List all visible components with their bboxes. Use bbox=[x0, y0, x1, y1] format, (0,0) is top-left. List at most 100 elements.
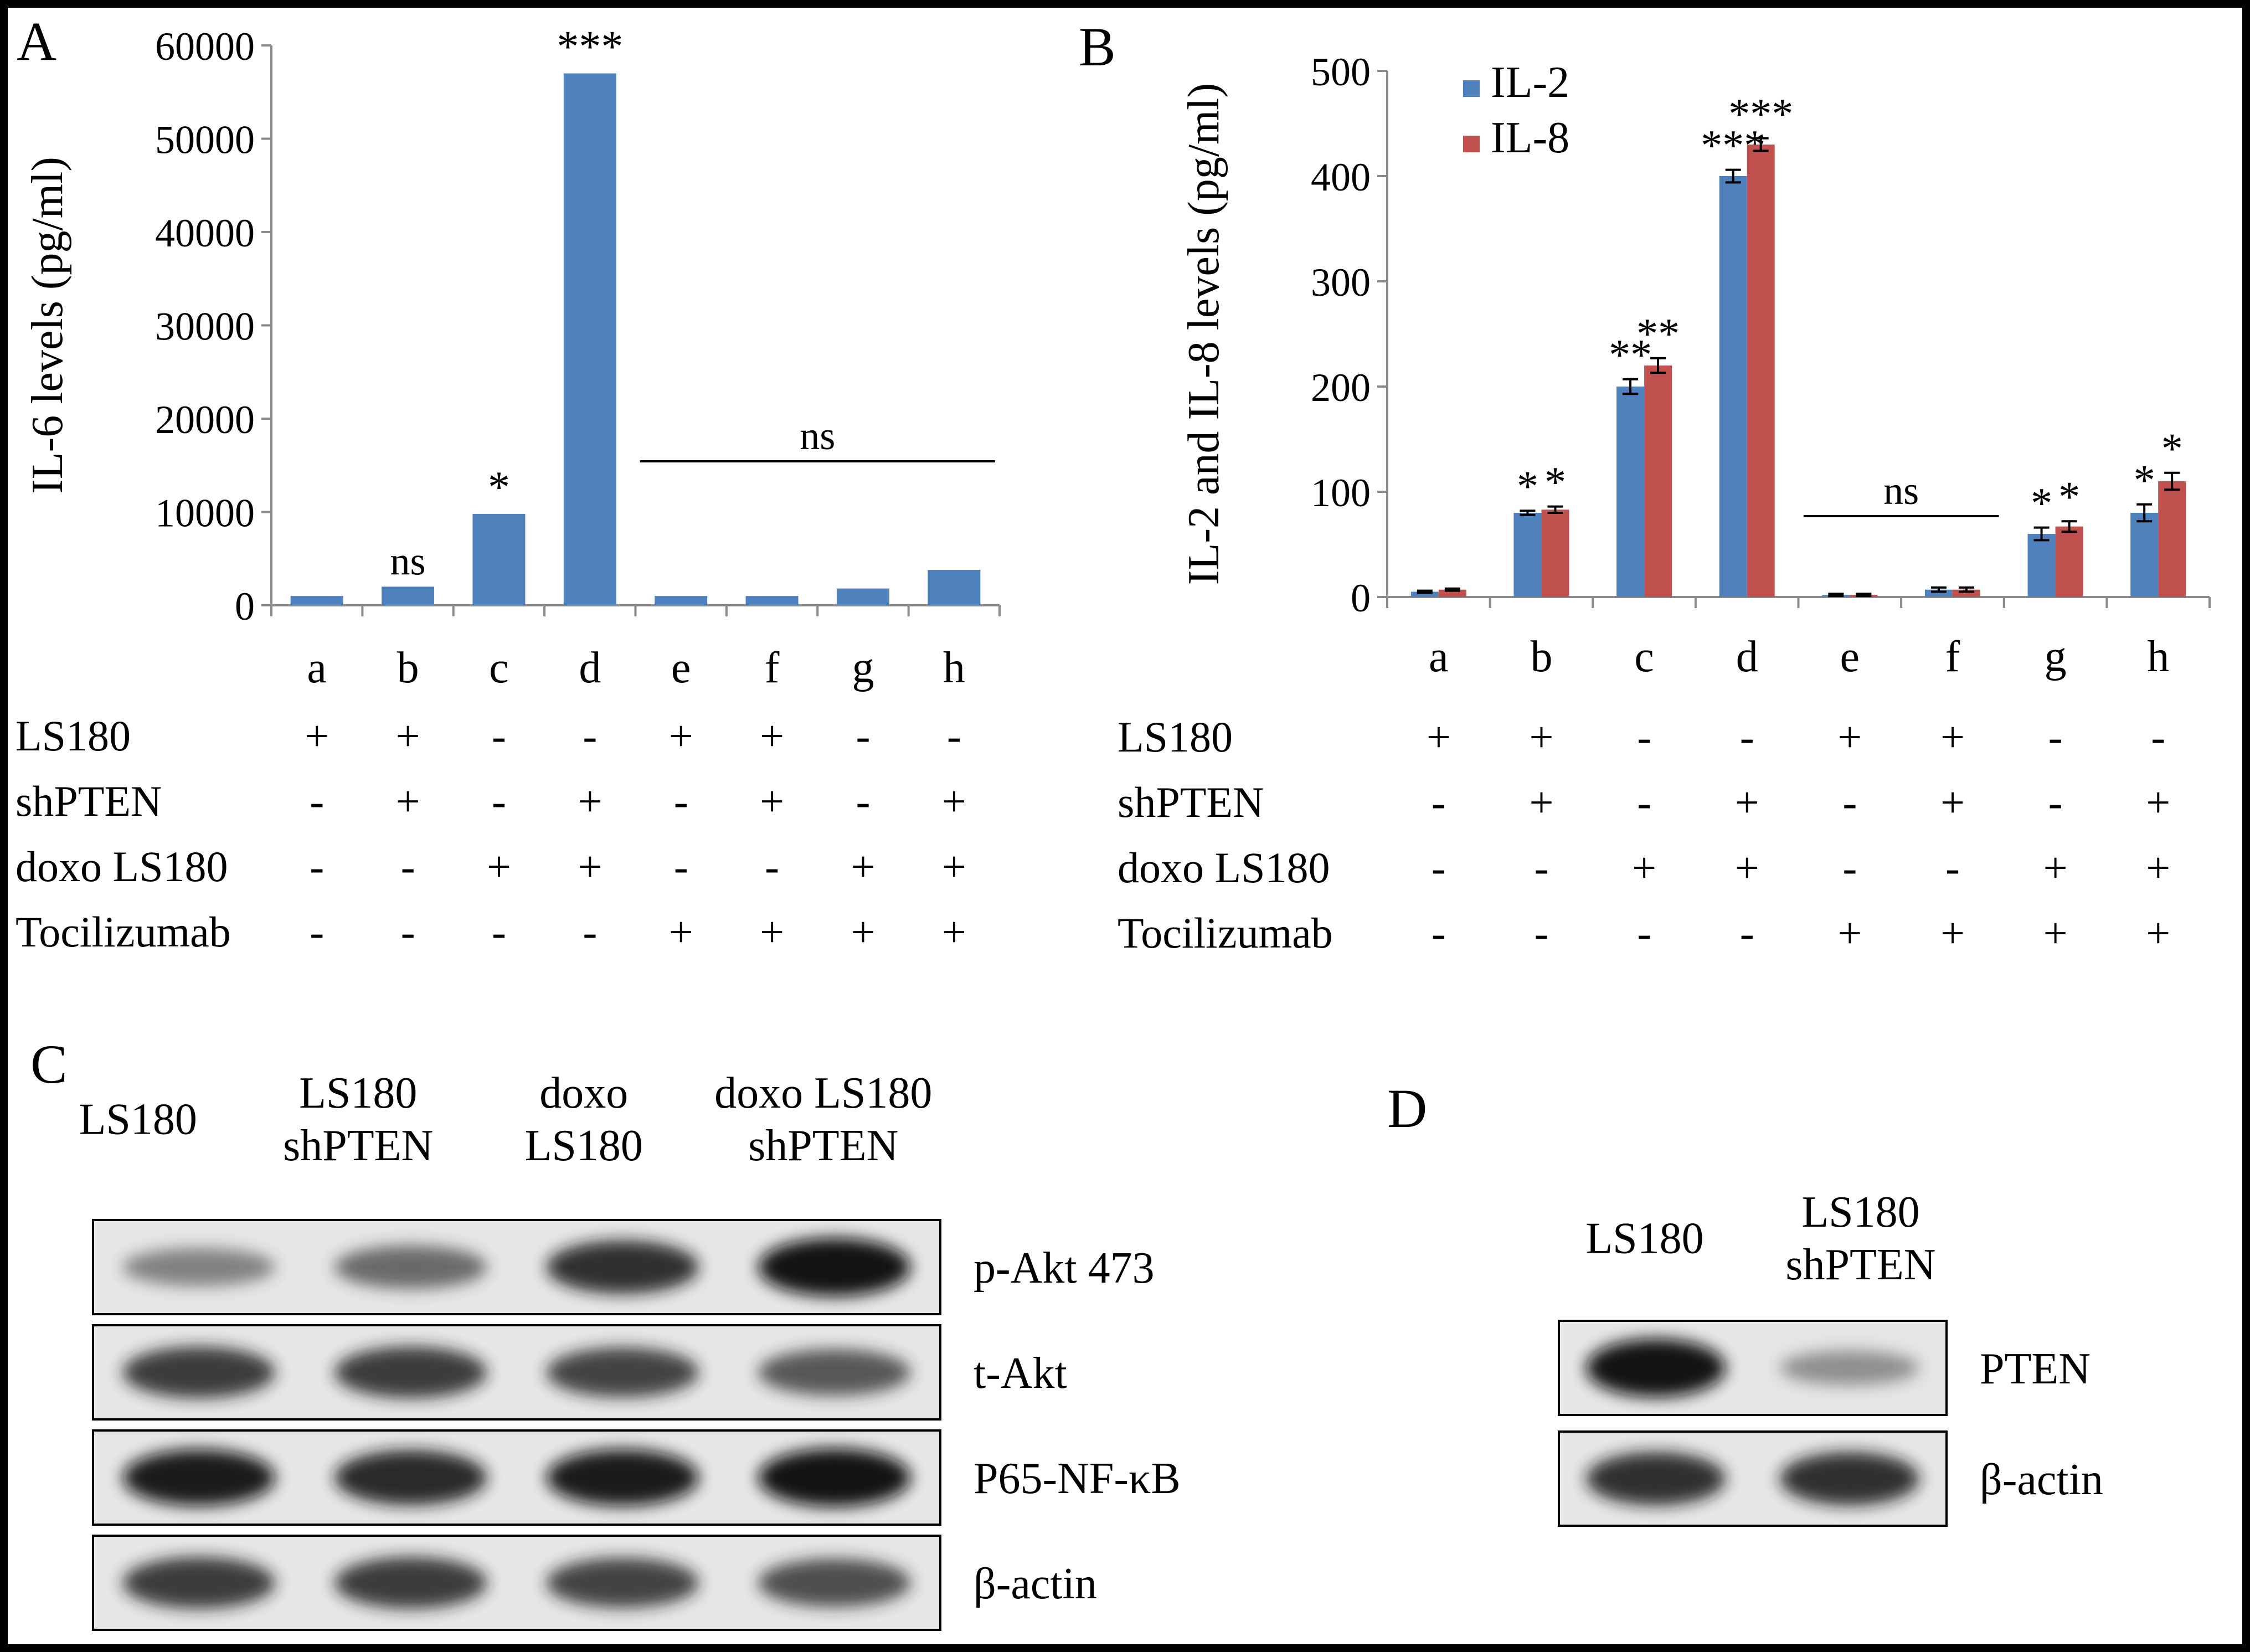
significance-label: *** bbox=[557, 23, 623, 71]
condition-sign: + bbox=[760, 712, 784, 760]
significance-label: * bbox=[1517, 462, 1538, 510]
condition-sign: - bbox=[310, 777, 324, 825]
condition-sign: + bbox=[578, 842, 602, 891]
blot-band bbox=[122, 1248, 275, 1286]
blot-row-label: P65-NF-κB bbox=[974, 1454, 1181, 1503]
condition-label: doxo LS180 bbox=[1118, 843, 1330, 892]
condition-sign: + bbox=[1735, 778, 1759, 826]
condition-sign: - bbox=[583, 712, 597, 760]
blot-row-label: PTEN bbox=[1980, 1345, 2091, 1393]
condition-sign: + bbox=[578, 777, 602, 825]
condition-sign: - bbox=[1842, 778, 1857, 826]
condition-sign: + bbox=[942, 908, 966, 956]
condition-sign: - bbox=[310, 842, 324, 891]
condition-sign: - bbox=[1637, 713, 1651, 761]
bar bbox=[1410, 591, 1439, 597]
significance-label: ** bbox=[1636, 310, 1680, 358]
blot-row-label: p-Akt 473 bbox=[974, 1244, 1155, 1293]
bar bbox=[2130, 513, 2159, 597]
bar bbox=[1719, 176, 1747, 597]
category-label: a bbox=[1429, 632, 1449, 681]
significance-label: * bbox=[2058, 472, 2080, 521]
condition-sign: - bbox=[1432, 778, 1446, 826]
condition-sign: - bbox=[2151, 713, 2165, 761]
y-tick-label: 100 bbox=[1311, 471, 1371, 515]
blot-row-label: β-actin bbox=[974, 1560, 1097, 1608]
condition-sign: + bbox=[2043, 843, 2068, 892]
blot-band bbox=[334, 1557, 487, 1609]
legend-label: IL-2 bbox=[1491, 58, 1569, 107]
y-tick-label: 30000 bbox=[155, 305, 255, 349]
condition-sign: + bbox=[669, 712, 693, 760]
condition-sign: + bbox=[760, 908, 784, 956]
blot-row-label: β-actin bbox=[1980, 1455, 2103, 1504]
significance-label: ns bbox=[390, 539, 426, 583]
condition-sign: + bbox=[396, 712, 420, 760]
category-label: c bbox=[489, 644, 509, 692]
blot-band bbox=[546, 1347, 699, 1398]
y-tick-label: 0 bbox=[235, 584, 255, 629]
condition-sign: - bbox=[1432, 909, 1446, 957]
y-tick-label: 50000 bbox=[155, 118, 255, 162]
condition-sign: - bbox=[674, 777, 688, 825]
bar bbox=[2158, 481, 2186, 597]
panel-letter: D bbox=[1387, 1078, 1427, 1139]
condition-sign: - bbox=[310, 908, 324, 956]
lane-label: shPTEN bbox=[1785, 1241, 1935, 1289]
condition-sign: - bbox=[1740, 909, 1754, 957]
y-tick-label: 20000 bbox=[155, 398, 255, 442]
panel-letter: C bbox=[30, 1033, 68, 1095]
condition-sign: - bbox=[1740, 713, 1754, 761]
condition-sign: - bbox=[674, 842, 688, 891]
lane-label: shPTEN bbox=[748, 1121, 898, 1170]
bar bbox=[745, 596, 799, 605]
significance-label: * bbox=[1544, 458, 1566, 506]
significance-label: *** bbox=[1728, 90, 1793, 138]
condition-sign: + bbox=[1940, 778, 1965, 826]
condition-sign: - bbox=[1842, 843, 1857, 892]
condition-sign: - bbox=[2048, 713, 2063, 761]
condition-sign: + bbox=[1940, 713, 1965, 761]
category-label: b bbox=[397, 644, 419, 692]
bar bbox=[1644, 366, 1672, 597]
bar bbox=[655, 596, 708, 605]
condition-sign: - bbox=[401, 842, 415, 891]
condition-sign: + bbox=[851, 842, 875, 891]
blot-band bbox=[334, 1346, 487, 1398]
condition-sign: + bbox=[396, 777, 420, 825]
bar bbox=[836, 588, 889, 605]
condition-sign: - bbox=[492, 908, 506, 956]
condition-sign: + bbox=[942, 777, 966, 825]
legend-label: IL-8 bbox=[1491, 114, 1569, 162]
condition-sign: - bbox=[947, 712, 961, 760]
condition-label: doxo LS180 bbox=[16, 842, 228, 891]
condition-sign: + bbox=[1837, 713, 1862, 761]
blot-band bbox=[334, 1450, 487, 1505]
bar bbox=[2027, 534, 2056, 597]
blot-band bbox=[758, 1558, 911, 1607]
bar bbox=[1541, 510, 1569, 597]
y-tick-label: 40000 bbox=[155, 211, 255, 255]
bar bbox=[382, 586, 435, 605]
category-label: g bbox=[852, 644, 874, 692]
bar bbox=[563, 73, 616, 606]
y-axis-title: IL-6 levels (pg/ml) bbox=[23, 157, 72, 494]
blot-band bbox=[546, 1449, 699, 1506]
condition-sign: - bbox=[492, 712, 506, 760]
bar bbox=[1747, 145, 1775, 597]
panel-letter: B bbox=[1079, 16, 1116, 78]
blot-band bbox=[122, 1557, 275, 1609]
category-label: f bbox=[1945, 632, 1960, 681]
y-tick-label: 200 bbox=[1311, 366, 1371, 410]
category-label: b bbox=[1530, 632, 1552, 681]
lane-label: doxo bbox=[539, 1069, 628, 1118]
lane-label: doxo LS180 bbox=[714, 1069, 932, 1118]
blot-band bbox=[1586, 1339, 1726, 1397]
condition-sign: - bbox=[1637, 778, 1651, 826]
condition-label: shPTEN bbox=[1118, 778, 1264, 826]
category-label: e bbox=[671, 644, 691, 692]
condition-sign: + bbox=[1427, 713, 1451, 761]
